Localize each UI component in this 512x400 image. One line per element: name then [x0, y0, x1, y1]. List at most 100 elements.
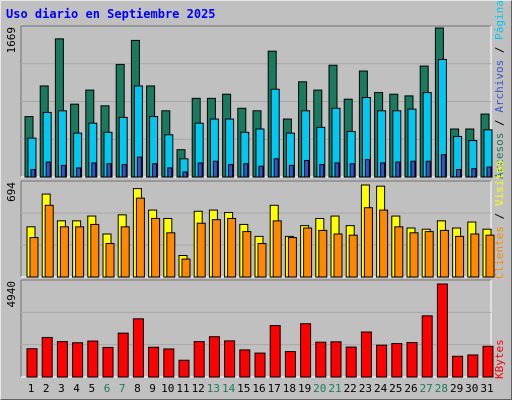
bar-kbytes [284, 351, 296, 378]
x-tick-label: 27 [420, 382, 433, 395]
bar-kbytes [41, 336, 53, 378]
bar-clientes [257, 243, 267, 278]
bar-archivos [182, 171, 188, 178]
bar-archivos [212, 160, 218, 178]
bar-kbytes [360, 331, 372, 378]
bar-archivos [152, 163, 158, 178]
bar-clientes [409, 232, 419, 278]
bar-archivos [30, 169, 36, 178]
x-tick-label: 26 [404, 382, 417, 395]
chart-title: Uso diario en Septiembre 2025 [6, 7, 216, 21]
bar-archivos [380, 162, 386, 178]
y-axis-max-label: 694 [5, 182, 18, 202]
bar-archivos [304, 159, 310, 178]
bar-archivos [440, 154, 446, 178]
bar-kbytes [132, 318, 144, 378]
bar-clientes [363, 207, 373, 278]
x-tick-label: 18 [283, 382, 296, 395]
x-tick-label: 2 [43, 382, 50, 395]
x-tick-label: 7 [119, 382, 126, 395]
bar-archivos [410, 160, 416, 178]
bar-clientes [470, 233, 480, 278]
bar-clientes [272, 220, 282, 278]
bar-kbytes [391, 342, 403, 378]
bar-kbytes [163, 348, 175, 378]
bar-kbytes [102, 346, 114, 378]
x-tick-label: 1 [28, 382, 35, 395]
x-tick-label: 11 [176, 382, 189, 395]
bar-kbytes [421, 315, 433, 378]
bar-archivos [471, 168, 477, 178]
bar-kbytes [87, 340, 99, 378]
x-tick-label: 24 [374, 382, 388, 395]
legend-item: Accesos [493, 133, 506, 179]
bar-clientes [44, 204, 54, 278]
bar-clientes [105, 243, 115, 278]
x-tick-label: 4 [73, 382, 80, 395]
x-tick-label: 29 [450, 382, 463, 395]
legend-item: KBytes [493, 339, 506, 379]
bar-clientes [135, 197, 145, 278]
bar-kbytes [254, 352, 266, 378]
bar-archivos [243, 163, 249, 178]
bar-kbytes [315, 341, 327, 378]
bar-archivos [334, 162, 340, 178]
y-axis-max-label: 4940 [5, 281, 18, 308]
legend-separator: / [493, 206, 506, 226]
bar-archivos [258, 165, 264, 178]
legend: Accesos / Archivos / Páginas [493, 0, 506, 179]
bar-kbytes [26, 348, 38, 378]
x-tick-label: 25 [389, 382, 402, 395]
bar-kbytes [269, 325, 281, 378]
legend-item: Archivos [493, 60, 506, 113]
bar-clientes [439, 229, 449, 278]
bar-kbytes [208, 336, 220, 378]
legend-item: Clientes [493, 226, 506, 279]
bar-clientes [120, 226, 130, 278]
x-tick-label: 30 [465, 382, 478, 395]
y-axis-max-label: 1669 [5, 27, 18, 54]
bar-archivos [197, 162, 203, 178]
x-tick-label: 20 [313, 382, 326, 395]
bar-kbytes [452, 355, 464, 378]
x-tick-label: 5 [88, 382, 95, 395]
bar-kbytes [193, 341, 205, 378]
bar-kbytes [376, 344, 388, 378]
legend-item: Visitas [493, 160, 506, 206]
bar-archivos [364, 159, 370, 178]
bar-clientes [211, 219, 221, 278]
x-tick-label: 6 [104, 382, 111, 395]
bar-kbytes [56, 341, 68, 378]
bar-archivos [273, 158, 279, 178]
legend: KBytes [493, 339, 506, 379]
bar-archivos [136, 156, 142, 178]
x-tick-label: 12 [192, 382, 205, 395]
bar-kbytes [72, 342, 84, 378]
bar-archivos [167, 167, 173, 178]
bar-clientes [90, 223, 100, 278]
bar-kbytes [345, 346, 357, 378]
bar-archivos [106, 163, 112, 178]
x-tick-label: 28 [435, 382, 448, 395]
bar-archivos [60, 164, 66, 178]
bar-clientes [394, 226, 404, 278]
bar-archivos [121, 164, 127, 178]
bar-clientes [242, 231, 252, 278]
bar-kbytes [467, 354, 479, 378]
bar-archivos [76, 167, 82, 178]
bar-clientes [287, 237, 297, 278]
x-tick-label: 19 [298, 382, 311, 395]
bar-kbytes [406, 342, 418, 378]
x-tick-label: 3 [58, 382, 65, 395]
bar-clientes [181, 258, 191, 278]
bar-clientes [333, 233, 343, 278]
bar-archivos [91, 162, 97, 178]
bar-archivos [288, 164, 294, 178]
x-tick-label: 17 [268, 382, 281, 395]
x-tick-label: 10 [161, 382, 174, 395]
bar-clientes [75, 226, 85, 278]
bar-kbytes [178, 359, 190, 378]
bar-clientes [196, 222, 206, 278]
legend-separator: / [493, 40, 506, 60]
